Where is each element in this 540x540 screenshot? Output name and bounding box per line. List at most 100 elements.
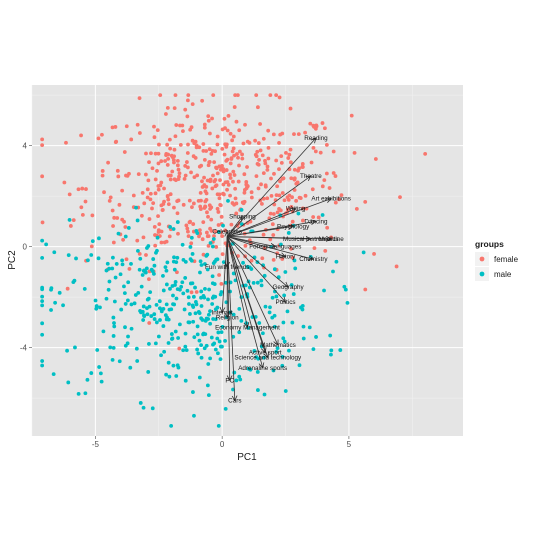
point-female <box>157 222 162 227</box>
point-male <box>255 370 260 374</box>
point-female <box>140 190 145 195</box>
point-male <box>94 306 99 311</box>
point-male <box>215 336 220 341</box>
point-female <box>265 167 270 172</box>
point-male <box>152 312 157 317</box>
point-female <box>266 156 271 161</box>
y-tick-label: 0 <box>23 243 28 252</box>
point-male <box>213 317 218 322</box>
point-male <box>175 363 180 368</box>
point-female <box>234 201 239 206</box>
point-female <box>159 229 164 234</box>
point-male <box>210 244 215 249</box>
point-female <box>117 202 122 207</box>
point-male <box>300 307 305 312</box>
point-female <box>292 132 296 137</box>
point-female <box>172 147 177 152</box>
x-tick-label: 5 <box>347 440 352 449</box>
point-male <box>136 290 141 295</box>
point-female <box>175 199 180 204</box>
point-female <box>141 235 146 240</box>
point-female <box>292 167 297 172</box>
point-male <box>300 303 305 308</box>
point-female <box>261 171 266 176</box>
point-female <box>121 237 126 242</box>
point-female <box>220 252 225 257</box>
point-male <box>279 242 283 247</box>
point-male <box>190 303 195 308</box>
point-female <box>237 149 242 154</box>
point-female <box>127 267 132 271</box>
point-female <box>137 131 142 135</box>
point-female <box>242 190 247 195</box>
point-female <box>339 193 344 198</box>
point-male <box>220 344 224 349</box>
point-female <box>282 198 287 203</box>
point-male <box>151 271 156 276</box>
loading-label: Medicine <box>319 236 345 243</box>
point-male <box>40 238 45 243</box>
point-female <box>172 160 176 165</box>
point-male <box>216 230 221 234</box>
point-male <box>177 322 182 327</box>
point-male <box>199 263 204 267</box>
point-female <box>156 187 161 192</box>
point-female <box>215 206 220 211</box>
point-female <box>148 191 153 196</box>
point-female <box>212 160 217 165</box>
point-female <box>100 173 105 178</box>
point-female <box>186 142 190 147</box>
point-female <box>167 234 172 239</box>
point-female <box>268 211 273 216</box>
loading-arrow <box>227 236 230 381</box>
point-female <box>167 137 172 142</box>
point-male <box>338 348 343 352</box>
point-male <box>51 372 56 377</box>
point-female <box>181 202 186 207</box>
point-male <box>106 287 111 292</box>
point-female <box>156 184 161 188</box>
point-female <box>201 220 206 225</box>
point-male <box>307 325 312 330</box>
point-female <box>137 251 142 256</box>
point-female <box>220 234 225 238</box>
point-female <box>191 222 196 226</box>
point-female <box>237 128 242 133</box>
point-female <box>272 171 276 176</box>
point-male <box>146 370 151 374</box>
point-male <box>126 280 131 285</box>
point-male <box>141 304 146 309</box>
point-female <box>148 197 153 202</box>
point-female <box>226 114 231 118</box>
point-female <box>115 216 120 220</box>
point-female <box>200 98 205 103</box>
point-female <box>210 186 215 191</box>
point-male <box>163 265 168 270</box>
point-male <box>129 302 134 307</box>
point-female <box>129 137 134 142</box>
point-female <box>211 173 215 178</box>
point-male <box>188 245 193 249</box>
point-female <box>254 154 259 159</box>
point-male <box>268 305 272 310</box>
point-female <box>274 158 279 163</box>
point-female <box>166 202 171 207</box>
loading-arrow <box>226 236 262 368</box>
point-female <box>203 204 208 209</box>
point-female <box>259 182 263 187</box>
point-female <box>106 160 110 165</box>
point-male <box>137 267 142 272</box>
point-female <box>271 132 276 137</box>
point-female <box>190 138 195 143</box>
point-female <box>278 208 283 213</box>
point-male <box>272 267 277 272</box>
point-female <box>160 207 165 212</box>
point-male <box>61 303 65 308</box>
loading-arrow <box>227 199 331 237</box>
point-female <box>185 114 190 119</box>
point-female <box>213 184 218 189</box>
point-male <box>98 305 102 310</box>
point-female <box>209 205 214 210</box>
point-female <box>124 124 129 129</box>
point-female <box>310 187 315 192</box>
